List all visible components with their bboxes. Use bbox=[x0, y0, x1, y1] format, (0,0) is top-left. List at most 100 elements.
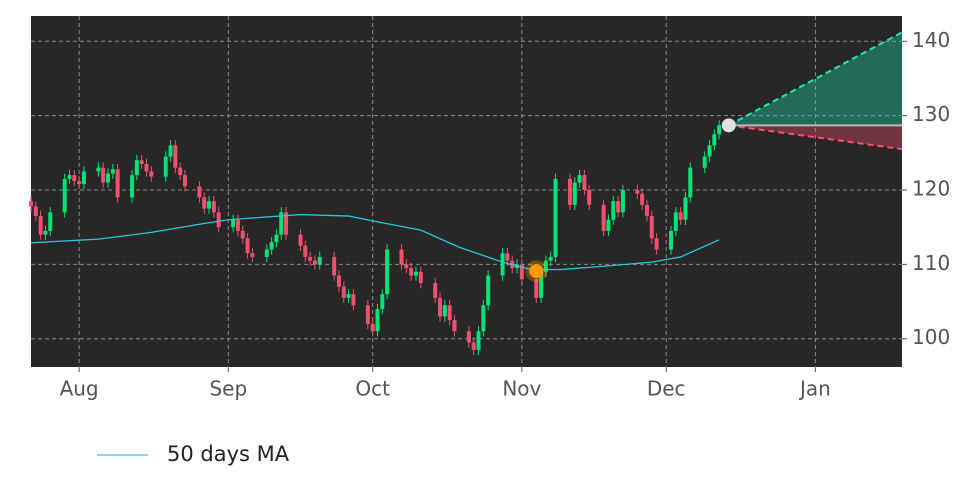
candle-body bbox=[601, 204, 606, 231]
candle-body bbox=[317, 256, 322, 265]
candle-body bbox=[216, 212, 221, 228]
candle-body bbox=[346, 294, 351, 298]
candle-body bbox=[611, 201, 616, 220]
candle-body bbox=[207, 201, 212, 209]
candle-body bbox=[678, 212, 683, 220]
candle-body bbox=[587, 190, 592, 205]
candle-body bbox=[673, 212, 678, 231]
candle-body bbox=[240, 230, 245, 239]
candle-body bbox=[115, 169, 120, 198]
x-tick-label: Nov bbox=[502, 377, 541, 401]
y-tick-label: 140 bbox=[912, 28, 950, 52]
candle-body bbox=[572, 182, 577, 205]
forecast-lower-line bbox=[728, 124, 903, 151]
candle-body bbox=[505, 253, 510, 261]
candle-body bbox=[351, 294, 356, 306]
candle-body bbox=[33, 206, 38, 217]
candle-body bbox=[409, 268, 414, 276]
candle-body bbox=[336, 275, 341, 287]
candle-body bbox=[452, 320, 457, 332]
candle-body bbox=[298, 234, 303, 246]
candle-body bbox=[548, 256, 553, 261]
candle-body bbox=[163, 156, 168, 177]
candle-body bbox=[481, 305, 486, 332]
candle-body bbox=[375, 308, 380, 332]
candle-body bbox=[264, 249, 269, 257]
candle-body bbox=[38, 216, 43, 235]
candle-body bbox=[250, 253, 255, 257]
candle-body bbox=[669, 230, 674, 250]
candle-body bbox=[274, 234, 279, 243]
candle-body bbox=[134, 160, 139, 176]
candle-body bbox=[303, 245, 308, 257]
candle-body bbox=[519, 264, 524, 280]
plot-background bbox=[31, 16, 902, 367]
candle-body bbox=[245, 238, 250, 254]
candle-body bbox=[139, 160, 144, 164]
candle-body bbox=[168, 145, 173, 157]
candle-body bbox=[688, 167, 693, 198]
candle-body bbox=[110, 169, 115, 174]
candle-body bbox=[399, 249, 404, 265]
y-tick-label: 110 bbox=[912, 251, 950, 275]
candle-body bbox=[438, 297, 443, 317]
candle-body bbox=[370, 323, 375, 332]
y-tick-label: 120 bbox=[912, 177, 950, 201]
candle-body bbox=[279, 212, 284, 235]
candle-body bbox=[105, 173, 110, 183]
candle-body bbox=[72, 175, 77, 182]
candle-body bbox=[471, 342, 476, 350]
candle-body bbox=[77, 181, 82, 185]
candle-body bbox=[235, 219, 240, 231]
candle-body bbox=[231, 219, 236, 228]
forecast-up-area bbox=[728, 32, 902, 126]
candle-body bbox=[197, 186, 202, 198]
marker bbox=[721, 118, 736, 133]
candle-body bbox=[67, 175, 72, 179]
ma-line bbox=[30, 213, 720, 271]
candle-body bbox=[29, 201, 33, 207]
candle-body bbox=[380, 294, 385, 309]
candle-body bbox=[81, 171, 86, 185]
candle-body bbox=[567, 178, 572, 205]
candle-body bbox=[543, 260, 548, 272]
candle-body bbox=[447, 305, 452, 321]
candle-body bbox=[413, 271, 418, 276]
candle-body bbox=[500, 253, 505, 276]
candle-body bbox=[48, 212, 53, 231]
candle-body bbox=[332, 256, 337, 276]
forecast-upper-line bbox=[728, 31, 903, 127]
candle-body bbox=[62, 178, 67, 213]
candle-body bbox=[640, 193, 645, 205]
candle-body bbox=[717, 125, 722, 135]
candle-body bbox=[683, 197, 688, 220]
candle-body bbox=[616, 201, 621, 213]
candle-body bbox=[43, 230, 48, 235]
candle-body bbox=[577, 175, 582, 183]
candle-body bbox=[341, 286, 346, 298]
candle-body bbox=[534, 279, 539, 298]
candle-body bbox=[606, 219, 611, 231]
x-tick-label: Sep bbox=[209, 377, 247, 401]
x-tick-label: Jan bbox=[798, 377, 831, 401]
candle-body bbox=[101, 167, 106, 183]
candle-body bbox=[418, 271, 423, 283]
candle-body bbox=[96, 167, 101, 172]
candle-body bbox=[702, 156, 707, 168]
candle-body bbox=[476, 331, 481, 350]
candle-body bbox=[433, 282, 438, 298]
candle-body bbox=[385, 249, 390, 295]
candle-body bbox=[486, 275, 491, 306]
candle-body bbox=[202, 197, 207, 209]
legend-label: 50 days MA bbox=[167, 442, 290, 466]
candle-body bbox=[308, 256, 313, 261]
candle-body bbox=[635, 190, 640, 194]
marker bbox=[529, 264, 544, 279]
candle-body bbox=[553, 178, 558, 257]
x-tick-label: Oct bbox=[355, 377, 390, 401]
candle-body bbox=[404, 264, 409, 269]
candle-body bbox=[182, 175, 187, 187]
candle-body bbox=[654, 238, 659, 250]
x-tick-label: Dec bbox=[647, 377, 686, 401]
